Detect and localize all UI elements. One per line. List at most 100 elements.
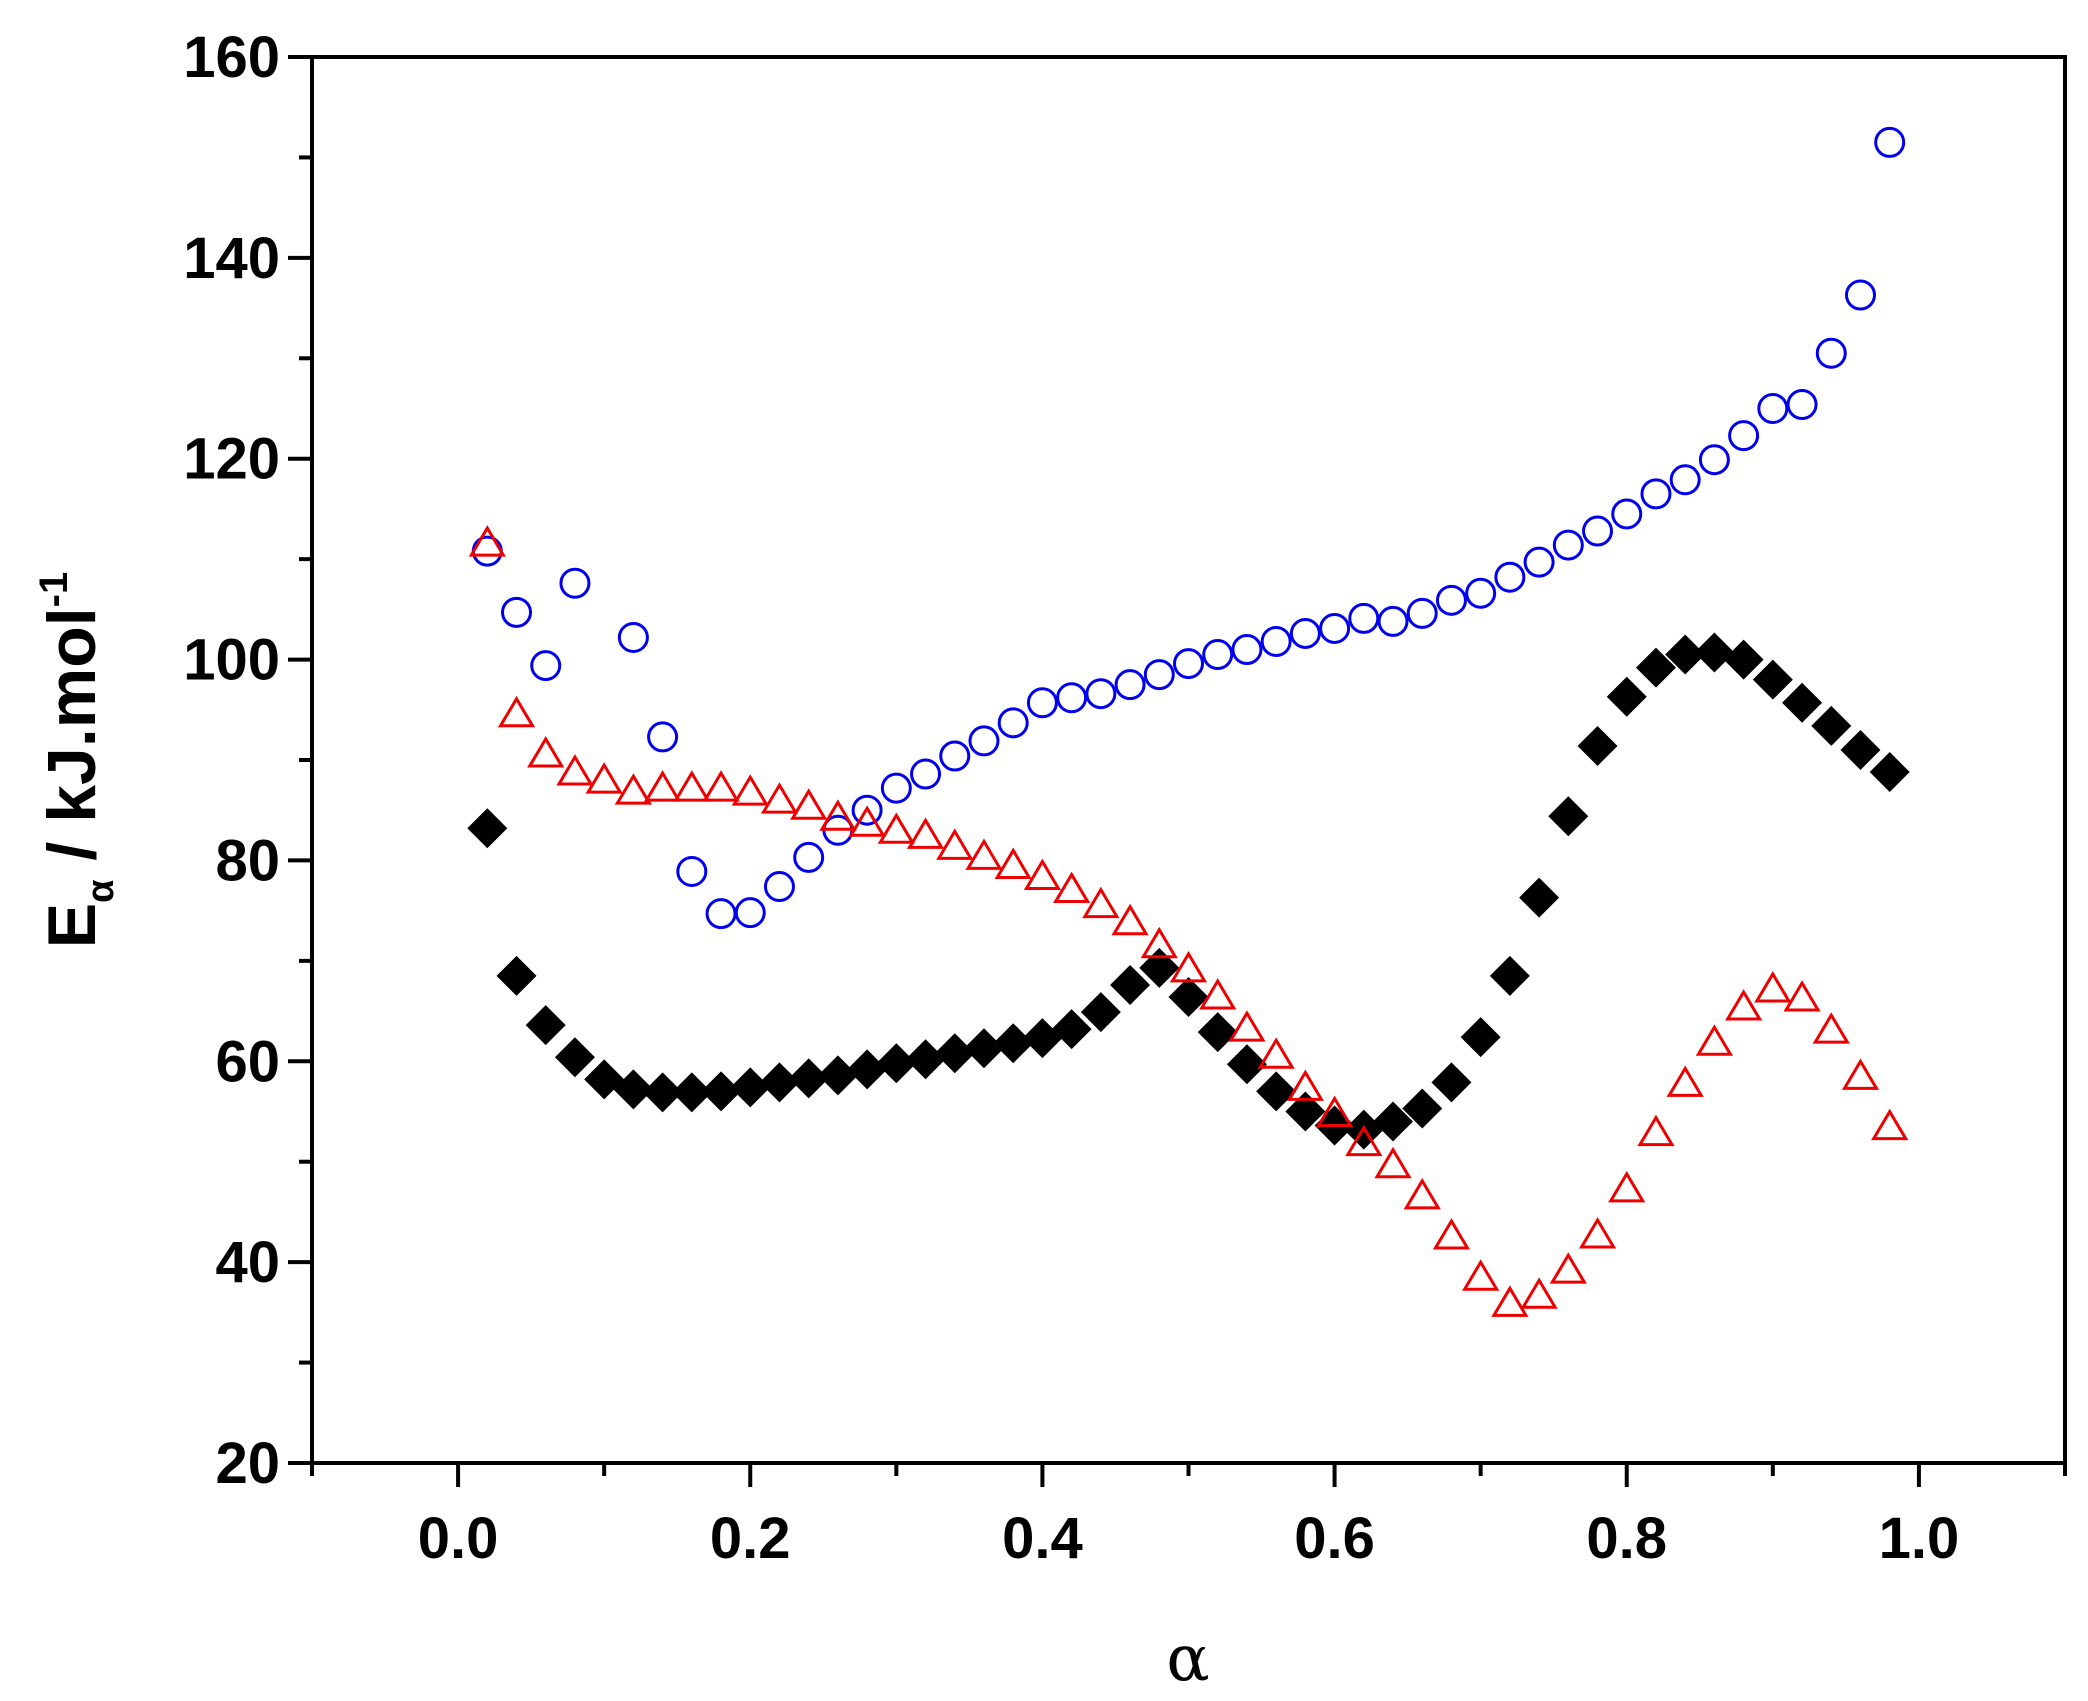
x-tick-label: 0.8 bbox=[1586, 1506, 1667, 1571]
data-point-circle bbox=[530, 650, 562, 682]
data-point-circle bbox=[1640, 478, 1672, 510]
data-point-diamond bbox=[1782, 682, 1823, 723]
data-point-triangle bbox=[1315, 1095, 1354, 1128]
data-point-triangle bbox=[1286, 1069, 1324, 1101]
data-point-triangle bbox=[673, 770, 711, 802]
data-point-triangle bbox=[1783, 980, 1821, 1012]
y-tick-label: 120 bbox=[183, 427, 280, 492]
data-point-triangle bbox=[1023, 858, 1062, 890]
data-point-triangle bbox=[1695, 1024, 1734, 1056]
y-tick-label: 80 bbox=[215, 828, 280, 893]
data-point-triangle bbox=[1608, 1170, 1646, 1203]
y-axis-title: Eα / kJ.mol-1 bbox=[32, 572, 122, 948]
data-point-diamond bbox=[554, 1037, 595, 1078]
data-point-diamond bbox=[1548, 796, 1589, 837]
data-point-diamond bbox=[1285, 1091, 1326, 1132]
y-tick-label: 160 bbox=[183, 25, 280, 90]
data-point-diamond bbox=[1197, 1012, 1238, 1053]
data-point-diamond bbox=[1723, 639, 1764, 680]
data-point-diamond bbox=[1168, 977, 1209, 1018]
data-point-triangle bbox=[1491, 1285, 1529, 1317]
data-point-triangle bbox=[1257, 1037, 1295, 1069]
data-point-triangle bbox=[1432, 1218, 1471, 1250]
data-point-diamond bbox=[525, 1005, 566, 1046]
data-point-circle bbox=[1786, 388, 1818, 420]
data-point-diamond bbox=[1606, 676, 1647, 717]
y-axis-ticks: 20 40 60 80 100 120 140 160 bbox=[183, 25, 312, 1496]
data-point-triangle bbox=[877, 812, 915, 844]
data-point-diamond bbox=[1519, 877, 1560, 918]
data-point-triangle bbox=[906, 817, 945, 849]
series-layer bbox=[467, 126, 1910, 1317]
data-point-circle bbox=[617, 621, 649, 653]
x-axis-ticks: 0.0 0.2 0.4 0.6 0.8 1.0 bbox=[310, 1463, 2067, 1571]
series-black-diamonds bbox=[467, 632, 1910, 1150]
data-point-circle bbox=[705, 898, 737, 930]
data-point-circle bbox=[1494, 561, 1526, 593]
data-point-circle bbox=[1698, 444, 1730, 476]
data-point-circle bbox=[1465, 577, 1497, 609]
data-point-circle bbox=[1143, 659, 1175, 691]
data-point-circle bbox=[997, 707, 1029, 739]
data-point-diamond bbox=[1635, 647, 1676, 688]
data-point-diamond bbox=[1577, 725, 1618, 766]
data-point-triangle bbox=[1666, 1065, 1704, 1097]
data-point-triangle bbox=[1082, 886, 1120, 919]
data-point-triangle bbox=[702, 770, 740, 802]
data-point-circle bbox=[763, 871, 795, 903]
data-point-triangle bbox=[527, 736, 565, 768]
data-point-circle bbox=[1056, 682, 1088, 714]
data-point-diamond bbox=[467, 808, 508, 849]
y-tick-label: 140 bbox=[183, 226, 280, 291]
data-point-triangle bbox=[731, 774, 769, 806]
x-tick-label: 0.6 bbox=[1294, 1506, 1375, 1571]
data-point-circle bbox=[851, 794, 883, 826]
data-point-triangle bbox=[848, 805, 886, 837]
y-tick-label: 100 bbox=[183, 628, 280, 693]
series-blue-circles bbox=[471, 126, 1906, 930]
x-axis-title: α bbox=[1166, 1622, 1209, 1696]
data-point-circle bbox=[471, 535, 503, 567]
data-point-diamond bbox=[817, 1055, 858, 1096]
data-point-triangle bbox=[497, 695, 536, 728]
data-point-circle bbox=[1611, 498, 1643, 530]
data-point-circle bbox=[1757, 393, 1789, 424]
data-point-triangle bbox=[585, 762, 623, 794]
data-point-diamond bbox=[613, 1069, 654, 1110]
data-point-triangle bbox=[760, 782, 799, 814]
data-point-diamond bbox=[1752, 659, 1793, 700]
y-axis-title-superscript: -1 bbox=[32, 572, 76, 608]
data-point-circle bbox=[1202, 639, 1234, 671]
series-red-triangles bbox=[468, 525, 1909, 1317]
data-point-diamond bbox=[1402, 1088, 1443, 1129]
data-point-triangle bbox=[1841, 1058, 1880, 1090]
data-point-circle bbox=[1231, 634, 1263, 666]
data-point-triangle bbox=[1578, 1217, 1617, 1249]
data-point-diamond bbox=[1869, 752, 1910, 793]
data-point-diamond bbox=[1489, 955, 1530, 996]
data-point-diamond bbox=[1373, 1101, 1414, 1142]
data-point-circle bbox=[939, 740, 971, 772]
data-point-circle bbox=[1026, 687, 1058, 719]
data-point-diamond bbox=[847, 1049, 888, 1090]
data-point-circle bbox=[1435, 584, 1467, 616]
data-point-circle bbox=[734, 897, 766, 929]
data-point-circle bbox=[1377, 605, 1409, 637]
data-point-diamond bbox=[1694, 632, 1735, 673]
data-point-triangle bbox=[790, 788, 828, 820]
data-point-circle bbox=[1815, 337, 1847, 369]
x-tick-label: 0.4 bbox=[1002, 1506, 1083, 1571]
data-point-triangle bbox=[1374, 1146, 1412, 1179]
data-point-triangle bbox=[1754, 971, 1792, 1003]
data-point-circle bbox=[1874, 126, 1906, 158]
data-point-triangle bbox=[1199, 978, 1237, 1010]
y-tick-label: 20 bbox=[215, 1431, 280, 1496]
data-point-diamond bbox=[1080, 992, 1121, 1033]
data-point-circle bbox=[880, 772, 912, 804]
data-point-diamond bbox=[876, 1043, 917, 1084]
data-point-triangle bbox=[965, 838, 1003, 870]
data-point-diamond bbox=[1665, 634, 1706, 675]
data-point-triangle bbox=[1169, 950, 1208, 983]
data-point-circle bbox=[910, 758, 942, 790]
